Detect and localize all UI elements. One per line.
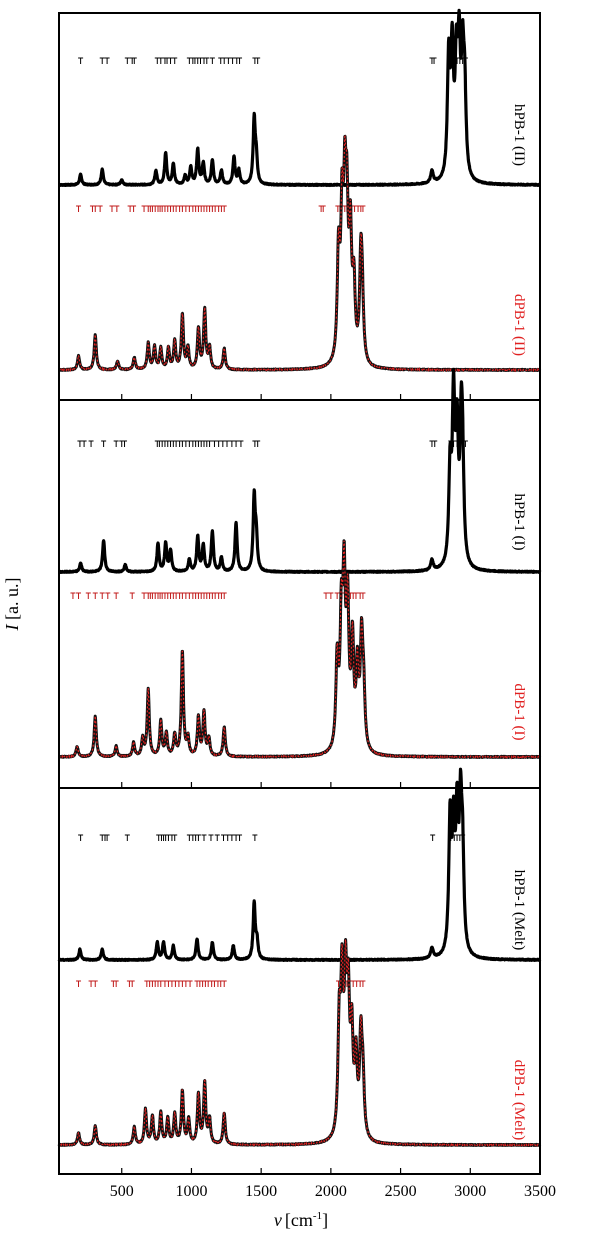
spectrum-line bbox=[57, 134, 542, 372]
x-axis-symbol: ν bbox=[274, 1210, 282, 1230]
x-tick-label: 3500 bbox=[524, 1183, 556, 1200]
peak-ticks bbox=[70, 592, 366, 599]
x-tick-label: 500 bbox=[110, 1183, 134, 1200]
x-tick-label: 2000 bbox=[315, 1183, 347, 1200]
series-label: hPB-1 (I) bbox=[511, 493, 527, 550]
y-axis-label: I [a. u.] bbox=[2, 578, 22, 632]
x-tick-label: 1500 bbox=[245, 1183, 277, 1200]
spectrum-line bbox=[57, 8, 542, 187]
spectrum-line bbox=[57, 938, 542, 1147]
peak-ticks bbox=[77, 440, 468, 447]
peak-ticks bbox=[76, 980, 366, 987]
series-label: dPB-1 (Melt) bbox=[511, 1060, 527, 1140]
peak-ticks bbox=[78, 834, 466, 841]
series-label: hPB-1 (II) bbox=[511, 104, 527, 166]
x-tick-label: 3000 bbox=[454, 1183, 486, 1200]
plot-layer: hPB-1 (II) dPB-1 (II) hPB-1 (I) dPB-1 (I) hP… bbox=[57, 8, 542, 1148]
series-label: dPB-1 (II) bbox=[511, 294, 527, 356]
peak-ticks bbox=[76, 205, 366, 212]
x-axis-exp: -1 bbox=[313, 1210, 322, 1222]
spectrum-fit-line bbox=[58, 135, 541, 373]
plot-frame bbox=[58, 12, 541, 1175]
spectrum-fit-line bbox=[58, 939, 541, 1148]
x-axis-unit: [cm bbox=[285, 1210, 313, 1230]
y-axis-symbol: I bbox=[2, 623, 22, 631]
series-label: hPB-1 (Melt) bbox=[511, 870, 527, 950]
peak-ticks bbox=[78, 57, 468, 64]
spectrum-line bbox=[57, 767, 542, 962]
x-tick-label: 2500 bbox=[385, 1183, 417, 1200]
x-axis-label: ν [cm-1] bbox=[274, 1210, 328, 1230]
x-axis-close: ] bbox=[322, 1210, 328, 1230]
series-label: dPB-1 (I) bbox=[511, 683, 527, 740]
y-axis-unit: [a. u.] bbox=[2, 578, 22, 625]
axis-layer: 500 1000 1500 2000 2500 3000 3500 bbox=[58, 12, 556, 1200]
x-tick-label: 1000 bbox=[175, 1183, 207, 1200]
spectrum-line bbox=[57, 367, 542, 574]
spectrum-fit-line bbox=[58, 540, 541, 760]
